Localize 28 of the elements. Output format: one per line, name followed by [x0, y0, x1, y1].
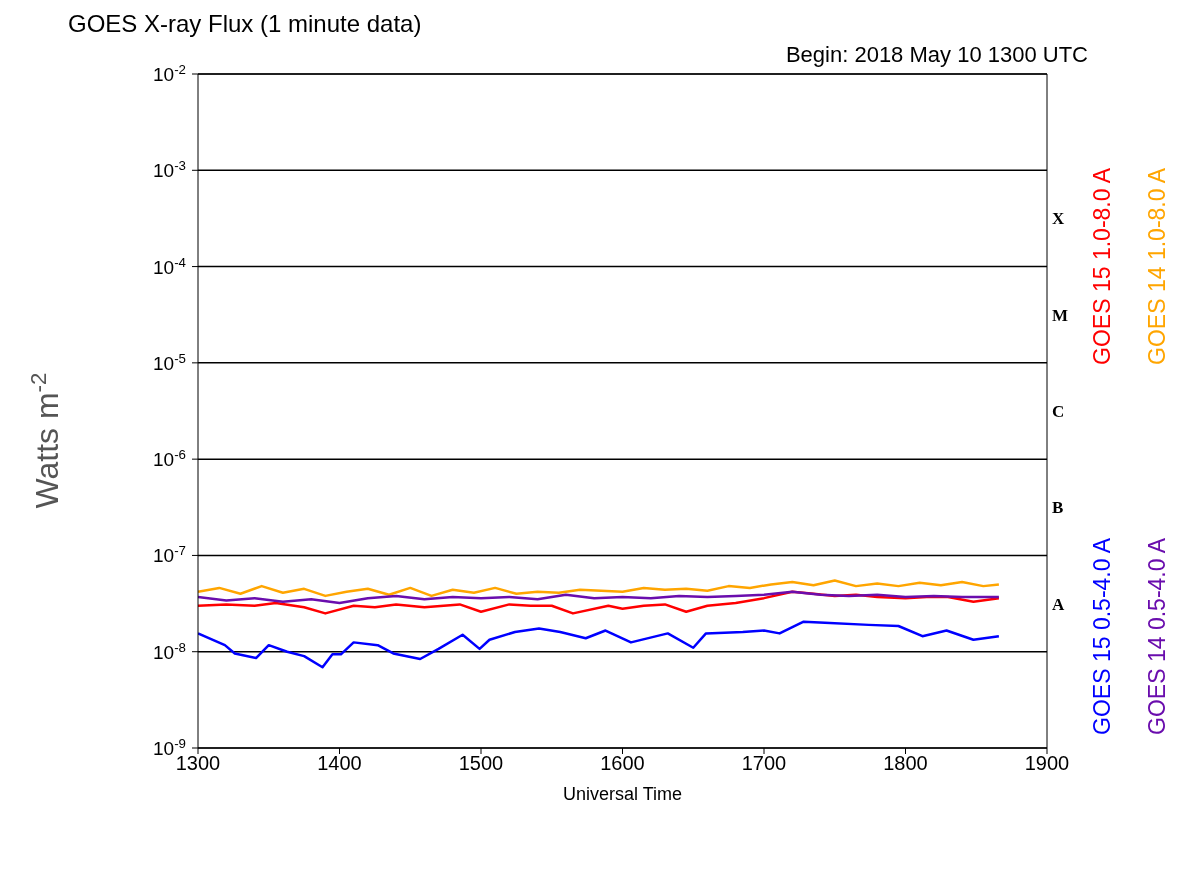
x-axis-title: Universal Time	[562, 784, 683, 804]
line-series	[198, 590, 1001, 605]
chart-subtitle: Begin: 2018 May 10 1300 UTC	[785, 42, 1088, 68]
text: A	[1052, 594, 1065, 614]
x-tick-label: 1600	[600, 752, 645, 775]
y-tick-label: 10$^{-8}$	[153, 639, 186, 663]
y-tick-label: 10$^{-2}$	[153, 61, 186, 85]
x-tick-label: 1500	[458, 752, 504, 775]
text: X	[1052, 209, 1065, 229]
line-series	[198, 620, 1001, 669]
y-tick-label: 10$^{-4}$	[153, 254, 186, 278]
y-tick-label: 10$^{-3}$	[153, 157, 186, 182]
text: GOES 15 0.5-4.0 A	[1089, 537, 1115, 735]
y-tick-label: 10$^{-6}$	[153, 446, 186, 471]
x-tick-label: 1400	[317, 752, 362, 775]
x-tick-label: 1800	[883, 752, 928, 775]
text: GOES 14 0.5-4.0 A	[1144, 537, 1170, 735]
text: B	[1052, 498, 1064, 518]
text: M	[1052, 305, 1069, 325]
y-tick-label: 10$^{-5}$	[153, 350, 186, 374]
x-tick-label: 1700	[741, 752, 787, 775]
text: GOES 14 1.0-8.0 A	[1144, 167, 1170, 365]
chart-title: GOES X-ray Flux (1 minute data)	[68, 10, 422, 38]
y-tick-label: 10$^{-7}$	[153, 542, 186, 567]
line-series	[198, 579, 1001, 598]
text: C	[1052, 402, 1065, 421]
text: GOES 15 1.0-8.0 A	[1089, 167, 1115, 365]
x-tick-label: 1900	[1024, 752, 1070, 775]
